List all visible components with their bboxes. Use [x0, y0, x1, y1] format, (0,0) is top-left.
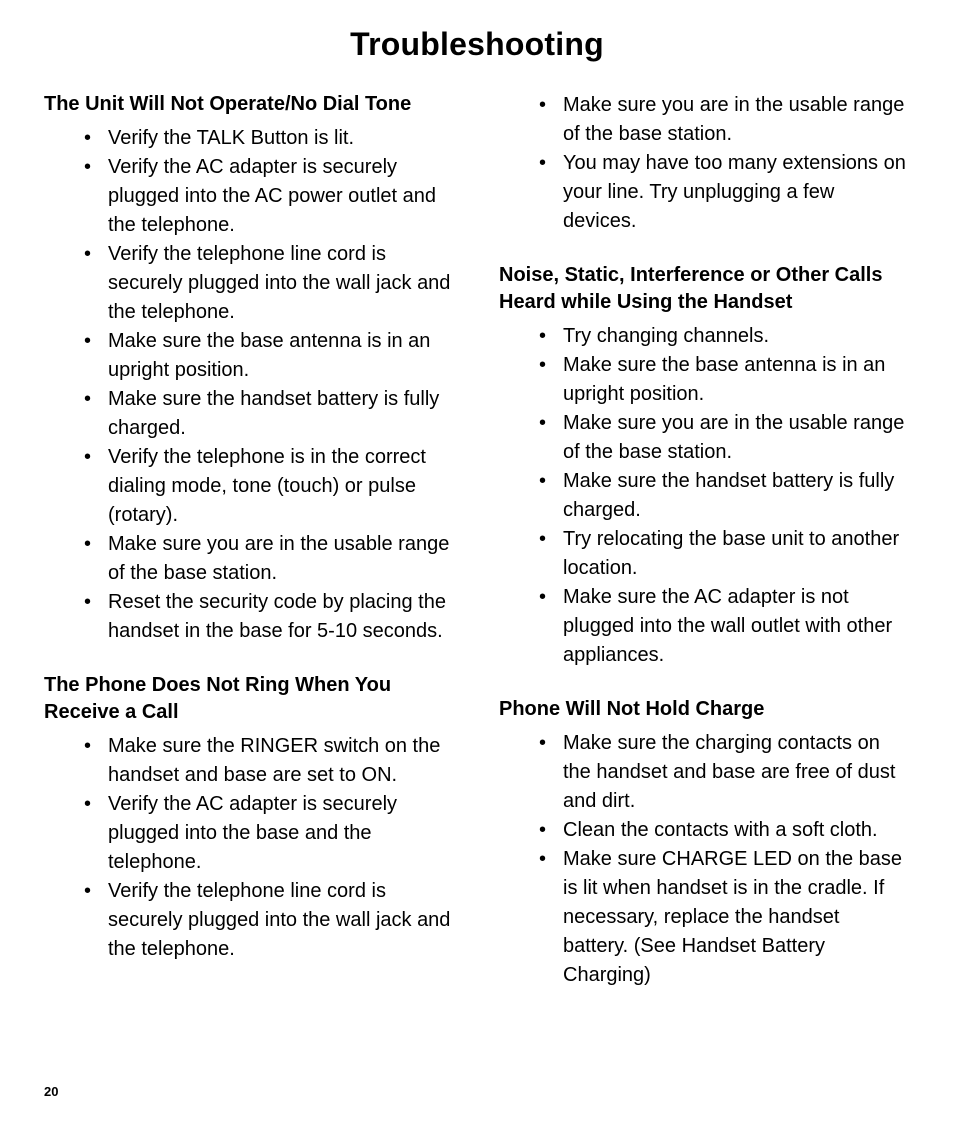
list-item: Make sure CHARGE LED on the base is lit … — [563, 845, 910, 990]
section-heading: Phone Will Not Hold Charge — [499, 696, 910, 723]
list-item: Make sure you are in the usable range of… — [563, 409, 910, 467]
bullet-list: Make sure you are in the usable range of… — [499, 91, 910, 236]
document-page: Troubleshooting The Unit Will Not Operat… — [0, 0, 954, 1125]
bullet-list: Make sure the RINGER switch on the hands… — [44, 732, 455, 964]
bullet-list: Verify the TALK Button is lit. Verify th… — [44, 124, 455, 646]
list-item: Make sure the charging contacts on the h… — [563, 729, 910, 816]
section-heading: Noise, Static, Interference or Other Cal… — [499, 262, 910, 316]
list-item: Make sure the handset battery is fully c… — [108, 385, 455, 443]
list-item: Clean the contacts with a soft cloth. — [563, 816, 910, 845]
page-number: 20 — [44, 1084, 58, 1099]
list-item: Make sure you are in the usable range of… — [563, 91, 910, 149]
list-item: Make sure the AC adapter is not plugged … — [563, 583, 910, 670]
list-item: Verify the telephone is in the correct d… — [108, 443, 455, 530]
list-item: Try relocating the base unit to another … — [563, 525, 910, 583]
bullet-list: Try changing channels. Make sure the bas… — [499, 322, 910, 670]
list-item: Make sure the base antenna is in an upri… — [108, 327, 455, 385]
list-item: Make sure you are in the usable range of… — [108, 530, 455, 588]
right-column: Make sure you are in the usable range of… — [499, 91, 910, 1016]
list-item: Verify the telephone line cord is secure… — [108, 877, 455, 964]
list-item: You may have too many extensions on your… — [563, 149, 910, 236]
bullet-list: Make sure the charging contacts on the h… — [499, 729, 910, 990]
section-heading: The Unit Will Not Operate/No Dial Tone — [44, 91, 455, 118]
list-item: Try changing channels. — [563, 322, 910, 351]
list-item: Make sure the base antenna is in an upri… — [563, 351, 910, 409]
list-item: Verify the telephone line cord is secure… — [108, 240, 455, 327]
list-item: Make sure the handset battery is fully c… — [563, 467, 910, 525]
section-heading: The Phone Does Not Ring When You Receive… — [44, 672, 455, 726]
page-title: Troubleshooting — [44, 26, 910, 63]
two-column-layout: The Unit Will Not Operate/No Dial Tone V… — [44, 91, 910, 1016]
list-item: Make sure the RINGER switch on the hands… — [108, 732, 455, 790]
list-item: Verify the TALK Button is lit. — [108, 124, 455, 153]
list-item: Verify the AC adapter is securely plugge… — [108, 153, 455, 240]
list-item: Reset the security code by placing the h… — [108, 588, 455, 646]
list-item: Verify the AC adapter is securely plugge… — [108, 790, 455, 877]
left-column: The Unit Will Not Operate/No Dial Tone V… — [44, 91, 455, 1016]
